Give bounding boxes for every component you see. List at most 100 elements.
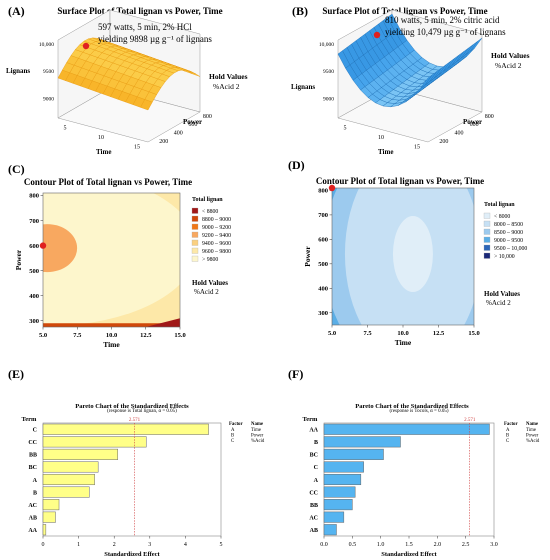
y-axis-label: Power bbox=[183, 118, 202, 126]
reference-label: 2.571 bbox=[464, 418, 476, 423]
legend-swatch bbox=[483, 236, 491, 243]
x-axis-label: Time bbox=[103, 340, 120, 349]
panel-label-d: (D) bbox=[288, 158, 305, 172]
chart-subtitle: (response is Total lignan, α = 0.05) bbox=[107, 409, 177, 414]
y-tick-label: 800 bbox=[203, 114, 212, 120]
hold-values-title: Hold Values bbox=[209, 72, 248, 81]
surface-facet bbox=[188, 70, 201, 77]
x-tick-label: 12.5 bbox=[140, 332, 152, 339]
x-tick-label: 2.5 bbox=[462, 542, 470, 548]
bar-b bbox=[42, 486, 90, 498]
x-axis-label: Standardized Effect bbox=[381, 551, 437, 558]
bar-ac bbox=[323, 511, 345, 523]
legend-entry: 8000 – 8500 bbox=[494, 222, 523, 228]
optimum-point bbox=[373, 31, 381, 39]
bar-cc bbox=[323, 486, 356, 498]
legend-swatch bbox=[191, 247, 199, 254]
legend-swatch bbox=[191, 215, 199, 222]
y-tick-label: 300 bbox=[29, 318, 39, 325]
z-tick-label: 9500 bbox=[323, 69, 334, 75]
x-tick-label: 5.0 bbox=[328, 330, 336, 337]
panel-title-a: Surface Plot of Total lignan vs Power, T… bbox=[57, 6, 222, 16]
y-axis-label: Power bbox=[303, 246, 312, 267]
term-label: B bbox=[314, 440, 318, 446]
term-label: AC bbox=[28, 503, 37, 509]
y-tick-label: 800 bbox=[485, 114, 494, 120]
surface-plot-b: Lignans 9000 9500 10,000 5 10 15 200 400 600 800 Ti… bbox=[291, 9, 530, 156]
y-axis-label: Power bbox=[14, 249, 23, 270]
y-tick-label: 400 bbox=[29, 293, 39, 300]
z-axis-label: Lignans bbox=[291, 83, 315, 91]
y-tick-label: 500 bbox=[29, 268, 39, 275]
factor-header: Factor bbox=[504, 422, 518, 427]
y-tick-label: 400 bbox=[455, 131, 464, 137]
factor-code: A bbox=[506, 428, 510, 433]
y-tick-label: 600 bbox=[470, 122, 479, 128]
legend-entry: 9600 – 9800 bbox=[202, 249, 231, 255]
term-label: C bbox=[314, 465, 318, 471]
x-tick-label: 7.5 bbox=[363, 330, 372, 337]
factor-code: A bbox=[231, 428, 235, 433]
x-tick-label: 10.0 bbox=[106, 332, 117, 339]
legend-entry: 9200 – 9400 bbox=[202, 233, 231, 239]
x-tick-label: 5.0 bbox=[39, 332, 47, 339]
hold-values-title: Hold Values bbox=[192, 279, 228, 287]
bar-ab bbox=[42, 511, 56, 523]
term-label: A bbox=[314, 478, 319, 484]
legend-entry: > 10,000 bbox=[494, 254, 515, 260]
factor-code: C bbox=[506, 439, 509, 444]
x-tick-label: 10 bbox=[378, 135, 384, 141]
y-axis-label: Term bbox=[303, 416, 319, 423]
hold-values-value: %Acid 2 bbox=[194, 288, 219, 296]
x-tick-label: 5 bbox=[64, 125, 67, 131]
legend-entry: 9400 – 9600 bbox=[202, 241, 231, 247]
optimum-point bbox=[82, 42, 90, 50]
term-label: CC bbox=[309, 490, 318, 496]
y-tick-label: 700 bbox=[29, 218, 39, 225]
factor-header: Name bbox=[526, 422, 538, 427]
legend-swatch bbox=[483, 252, 491, 259]
y-tick-label: 800 bbox=[29, 193, 39, 200]
legend-entry: 8800 – 9000 bbox=[202, 217, 231, 223]
panel-title-e: Pareto Chart of the Standardized Effects bbox=[75, 403, 189, 410]
legend-entry: < 8800 bbox=[202, 209, 218, 215]
legend-title: Total lignan bbox=[484, 202, 515, 208]
legend-swatch bbox=[191, 223, 199, 230]
term-label: BC bbox=[29, 465, 37, 471]
legend-swatch bbox=[191, 207, 199, 214]
x-tick-label: 4 bbox=[184, 542, 187, 548]
panel-title-c: Contour Plot of Total lignan vs Power, T… bbox=[24, 177, 192, 187]
term-label: BB bbox=[29, 453, 37, 459]
z-tick-label: 9500 bbox=[43, 69, 54, 75]
z-tick-label: 9000 bbox=[43, 97, 54, 103]
legend-entry: 8500 – 9000 bbox=[494, 230, 523, 236]
y-tick-label: 600 bbox=[188, 122, 197, 128]
bar-b bbox=[323, 436, 401, 448]
legend-entry: 9500 – 10,000 bbox=[494, 246, 527, 252]
hold-values-value: %Acid 2 bbox=[495, 61, 522, 70]
reference-label: 2.571 bbox=[129, 418, 141, 423]
factor-name: Time bbox=[251, 428, 261, 433]
x-tick-label: 3.0 bbox=[490, 542, 498, 548]
y-tick-label: 300 bbox=[318, 310, 328, 317]
bar-cc bbox=[42, 436, 147, 448]
term-label: AA bbox=[309, 428, 318, 434]
bar-ac bbox=[42, 499, 60, 511]
annotation-line: yielding 10,479 µg g⁻¹ of lignans bbox=[385, 27, 506, 37]
legend-swatch bbox=[191, 231, 199, 238]
hold-values-value: %Acid 2 bbox=[486, 299, 511, 307]
hold-values-title: Hold Values bbox=[491, 51, 530, 60]
bar-a bbox=[323, 473, 362, 486]
x-tick-label: 0.5 bbox=[349, 542, 357, 548]
term-label: C bbox=[33, 428, 37, 434]
term-label: A bbox=[33, 478, 38, 484]
band bbox=[145, 318, 180, 327]
z-axis-label: Lignans bbox=[6, 67, 30, 75]
x-axis-label: Standardized Effect bbox=[104, 551, 160, 558]
factor-code: B bbox=[231, 434, 234, 439]
hold-values-title: Hold Values bbox=[484, 290, 520, 298]
legend-entry: 9000 – 9500 bbox=[494, 238, 523, 244]
legend-swatch bbox=[483, 212, 491, 219]
factor-header: Name bbox=[251, 422, 263, 427]
